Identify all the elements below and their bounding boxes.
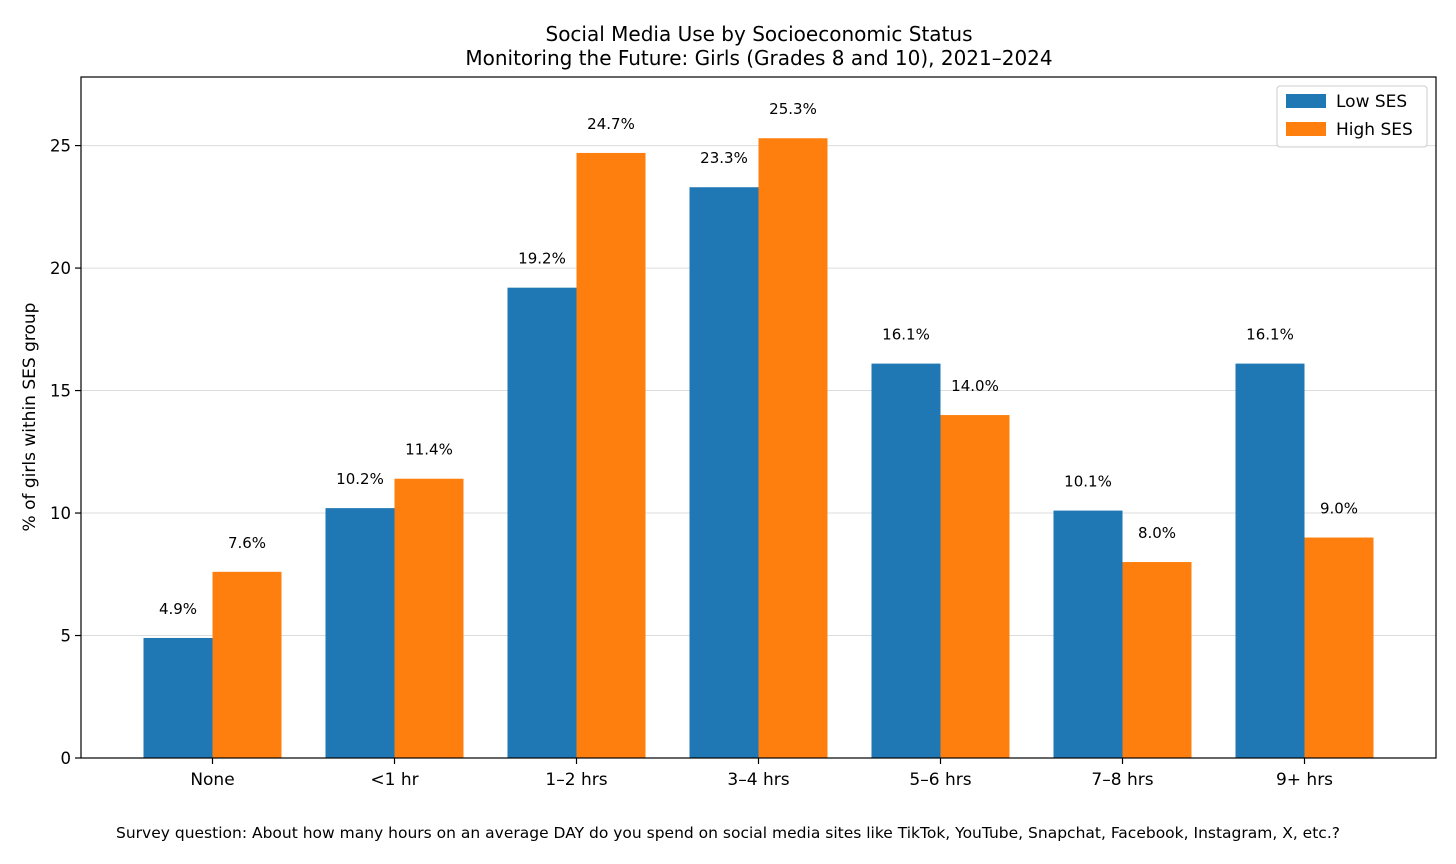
bar-low-ses-5	[1053, 510, 1123, 758]
data-label-high-ses-4: 14.0%	[951, 377, 999, 395]
y-tick-label-10: 10	[50, 504, 71, 523]
legend-swatch-high-ses	[1286, 122, 1326, 136]
data-label-low-ses-2: 19.2%	[518, 250, 566, 268]
x-tick-label-6: 9+ hrs	[1276, 770, 1333, 790]
survey-question-footnote: Survey question: About how many hours on…	[116, 824, 1340, 842]
legend: Low SES High SES	[1276, 85, 1428, 148]
data-label-high-ses-0: 7.6%	[228, 534, 266, 552]
bars	[143, 138, 1374, 758]
data-labels: 4.9% 7.6% 10.2% 11.4% 19.2% 24.7% 23.3% 25.3% 16…	[159, 100, 1358, 618]
bar-high-ses-3	[758, 138, 828, 758]
y-axis: 0 5 10 15 20 25	[50, 137, 81, 768]
legend-swatch-low-ses	[1286, 94, 1326, 108]
bar-low-ses-4	[871, 363, 941, 758]
bar-high-ses-2	[576, 152, 646, 758]
bar-high-ses-4	[940, 415, 1010, 758]
data-label-low-ses-1: 10.2%	[336, 470, 384, 488]
bar-high-ses-1	[394, 478, 464, 758]
bar-high-ses-0	[212, 571, 282, 758]
data-label-low-ses-5: 10.1%	[1064, 473, 1112, 491]
data-label-low-ses-3: 23.3%	[700, 149, 748, 167]
x-tick-label-1: <1 hr	[370, 770, 418, 790]
bar-low-ses-2	[507, 287, 577, 758]
data-label-low-ses-4: 16.1%	[882, 326, 930, 344]
bar-high-ses-5	[1122, 562, 1192, 758]
y-tick-label-20: 20	[50, 259, 71, 278]
x-axis: None <1 hr 1–2 hrs 3–4 hrs 5–6 hrs 7–8 hrs 9+ …	[190, 758, 1333, 790]
x-tick-label-5: 7–8 hrs	[1091, 770, 1153, 790]
data-label-high-ses-2: 24.7%	[587, 115, 635, 133]
y-tick-label-15: 15	[50, 382, 71, 401]
data-label-high-ses-1: 11.4%	[405, 441, 453, 459]
x-tick-label-3: 3–4 hrs	[727, 770, 789, 790]
chart-title: Social Media Use by Socioeconomic Status	[546, 22, 973, 46]
data-label-low-ses-6: 16.1%	[1246, 326, 1294, 344]
x-tick-label-0: None	[190, 770, 234, 790]
bar-low-ses-6	[1235, 363, 1305, 758]
y-tick-label-0: 0	[61, 749, 72, 768]
data-label-high-ses-5: 8.0%	[1138, 524, 1176, 542]
bar-high-ses-6	[1304, 537, 1374, 758]
y-tick-label-5: 5	[61, 627, 72, 646]
bar-low-ses-3	[689, 187, 759, 758]
x-tick-label-2: 1–2 hrs	[545, 770, 607, 790]
y-tick-label-25: 25	[50, 137, 71, 156]
data-label-high-ses-3: 25.3%	[769, 100, 817, 118]
chart-subtitle: Monitoring the Future: Girls (Grades 8 a…	[465, 46, 1052, 70]
legend-label-low-ses: Low SES	[1336, 92, 1407, 112]
data-label-low-ses-0: 4.9%	[159, 600, 197, 618]
bar-low-ses-1	[325, 508, 395, 758]
y-axis-label: % of girls within SES group	[20, 303, 40, 532]
legend-label-high-ses: High SES	[1336, 120, 1413, 140]
bar-low-ses-0	[143, 637, 213, 758]
x-tick-label-4: 5–6 hrs	[909, 770, 971, 790]
data-label-high-ses-6: 9.0%	[1320, 500, 1358, 518]
